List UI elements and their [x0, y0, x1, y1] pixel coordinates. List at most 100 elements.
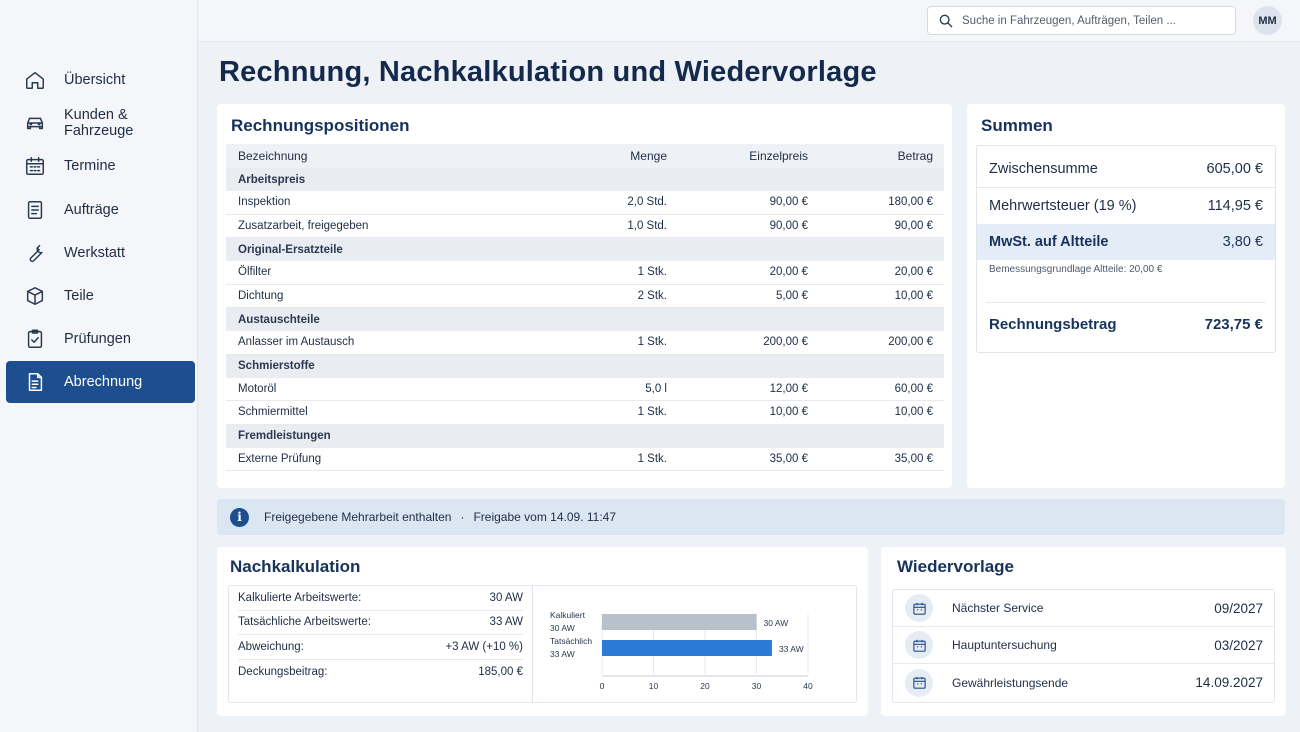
sidebar-item-label: Teile	[64, 287, 94, 304]
list-item-value: 33 AW	[489, 616, 523, 629]
list-item: Kalkulierte Arbeitswerte: 30 AW	[238, 586, 523, 611]
sidebar-item-label: Abrechnung	[64, 374, 143, 391]
box-icon	[24, 285, 46, 307]
sums-card: Summen Zwischensumme 605,00 € Mehrwertst…	[967, 104, 1285, 488]
group-label: Schmierstoffe	[238, 360, 315, 372]
total-row: Rechnungsbetrag 723,75 €	[989, 316, 1263, 333]
sidebar-item-pruefungen[interactable]: Prüfungen	[6, 318, 195, 360]
divider	[977, 187, 1275, 188]
cell-amount: 35,00 €	[894, 452, 933, 465]
list-item[interactable]: Hauptuntersuchung 03/2027	[893, 627, 1274, 664]
oldparts-vat-value: 3,80 €	[1222, 234, 1263, 250]
group-label: Fremdleistungen	[238, 430, 331, 442]
oldparts-note: Bemessungsgrundlage Altteile: 20,00 €	[989, 264, 1163, 275]
cell-name: Ölfilter	[238, 266, 272, 279]
vat-label: Mehrwertsteuer (19 %)	[989, 198, 1137, 214]
table-group-row: Arbeitspreis	[226, 168, 944, 191]
follow-up-date: 09/2027	[1214, 600, 1263, 616]
banner-release: Freigabe vom 14.09. 11:47	[473, 510, 617, 524]
list-item-label: Abweichung:	[238, 640, 304, 653]
follow-up-label: Gewährleistungsende	[952, 675, 1069, 690]
table-row[interactable]: Ölfilter 1 Stk. 20,00 € 20,00 €	[226, 261, 944, 285]
sidebar-item-werkstatt[interactable]: Werkstatt	[6, 232, 195, 274]
table-header: Bezeichnung Menge Einzelpreis Betrag	[226, 144, 944, 168]
post-calculation-card: Nachkalkulation Kalkulierte Arbeitswerte…	[217, 547, 868, 716]
wrench-icon	[24, 242, 46, 264]
post-calculation-title: Nachkalkulation	[230, 557, 361, 576]
total-value: 723,75 €	[1204, 316, 1263, 333]
cell-qty: 2,0 Std.	[627, 196, 667, 209]
follow-up-date: 14.09.2027	[1195, 675, 1263, 690]
sidebar-item-abrechnung[interactable]: Abrechnung	[6, 361, 195, 404]
cell-amount: 90,00 €	[894, 219, 933, 232]
cell-amount: 10,00 €	[894, 406, 933, 419]
x-tick-label: 10	[649, 681, 659, 691]
post-calculation-list: Kalkulierte Arbeitswerte: 30 AW Tatsächlic…	[229, 586, 533, 702]
x-tick-label: 30	[752, 681, 762, 691]
calendar-icon	[905, 631, 933, 659]
info-banner: i Freigegebene Mehrarbeit enthalten · Fr…	[217, 499, 1285, 535]
table-row[interactable]: Anlasser im Austausch 1 Stk. 200,00 € 200,0…	[226, 331, 944, 355]
list-item-value: 185,00 €	[478, 665, 523, 678]
x-tick-label: 0	[600, 681, 605, 691]
cell-unit-price: 200,00 €	[763, 336, 808, 349]
list-item[interactable]: Nächster Service 09/2027	[893, 590, 1274, 627]
table-row[interactable]: Dichtung 2 Stk. 5,00 € 10,00 €	[226, 285, 944, 308]
table-group-row: Austauschteile	[226, 308, 944, 331]
search-box[interactable]	[927, 6, 1236, 35]
bar-value-label: 30 AW	[764, 618, 789, 628]
table-row[interactable]: Schmiermittel 1 Stk. 10,00 € 10,00 €	[226, 401, 944, 425]
table-row[interactable]: Zusatzarbeit, freigegeben 1,0 Std. 90,00 €…	[226, 215, 944, 238]
follow-up-card: Wiedervorlage Nächster Service 09/2027 Hau…	[881, 547, 1286, 716]
bar-value-label: 33 AW	[779, 644, 804, 654]
cell-name: Anlasser im Austausch	[238, 336, 355, 349]
cell-unit-price: 10,00 €	[769, 406, 808, 419]
sidebar-item-termine[interactable]: Termine	[6, 145, 195, 187]
list-item[interactable]: Gewährleistungsende 14.09.2027	[893, 664, 1274, 701]
info-icon: i	[230, 507, 249, 527]
list-item: Tatsächliche Arbeitswerte: 33 AW	[238, 611, 523, 635]
banner-text: Freigegebene Mehrarbeit enthalten	[264, 510, 452, 524]
search-icon	[939, 14, 953, 27]
invoice-positions-table: Bezeichnung Menge Einzelpreis Betrag Arb…	[226, 144, 944, 471]
table-row[interactable]: Externe Prüfung 1 Stk. 35,00 € 35,00 €	[226, 448, 944, 471]
sidebar-item-label: Übersicht	[64, 72, 126, 88]
banner-separator: ·	[460, 510, 465, 524]
sidebar-item-label: Prüfungen	[64, 331, 131, 348]
oldparts-vat-row: MwSt. auf Altteile 3,80 €	[977, 224, 1275, 260]
list-item-label: Kalkulierte Arbeitswerte:	[238, 591, 362, 604]
follow-up-title: Wiedervorlage	[897, 557, 1014, 576]
cell-amount: 10,00 €	[894, 289, 933, 302]
table-group-row: Original-Ersatzteile	[226, 238, 944, 261]
list-item-label: Tatsächliche Arbeitswerte:	[238, 616, 371, 629]
follow-up-list: Nächster Service 09/2027 Hauptuntersuchung…	[892, 589, 1275, 703]
table-body: Arbeitspreis Inspektion 2,0 Std. 90,00 € 180…	[226, 168, 944, 471]
follow-up-date: 03/2027	[1214, 637, 1263, 653]
sidebar-item-uebersicht[interactable]: Übersicht	[6, 59, 195, 101]
sidebar-item-kunden-fahrzeuge[interactable]: Kunden & Fahrzeuge	[6, 102, 195, 144]
calendar-icon	[24, 155, 46, 177]
cell-amount: 180,00 €	[888, 196, 933, 209]
sidebar-item-auftraege[interactable]: Aufträge	[6, 189, 195, 231]
calendar-icon	[905, 594, 933, 622]
vat-row: Mehrwertsteuer (19 %) 114,95 €	[977, 188, 1275, 224]
cell-amount: 200,00 €	[888, 336, 933, 349]
cell-amount: 20,00 €	[894, 266, 933, 279]
table-row[interactable]: Inspektion 2,0 Std. 90,00 € 180,00 €	[226, 191, 944, 215]
subtotal-label: Zwischensumme	[989, 161, 1098, 177]
cell-name: Externe Prüfung	[238, 452, 322, 465]
avatar[interactable]: MM	[1253, 6, 1282, 35]
table-row[interactable]: Motoröl 5,0 l 12,00 € 60,00 €	[226, 378, 944, 401]
vat-value: 114,95 €	[1207, 198, 1263, 214]
cell-qty: 2 Stk.	[637, 289, 667, 302]
list-item: Deckungsbeitrag: 185,00 €	[238, 660, 523, 685]
sidebar-item-teile[interactable]: Teile	[6, 275, 195, 317]
cell-unit-price: 90,00 €	[769, 219, 808, 232]
car-icon	[24, 112, 46, 134]
group-label: Arbeitspreis	[238, 173, 306, 186]
cell-qty: 1 Stk.	[637, 266, 667, 279]
search-input[interactable]	[962, 14, 1232, 27]
oldparts-vat-label: MwSt. auf Altteile	[989, 234, 1109, 250]
column-header-qty: Menge	[630, 149, 667, 163]
subtotal-row: Zwischensumme 605,00 €	[977, 151, 1275, 187]
